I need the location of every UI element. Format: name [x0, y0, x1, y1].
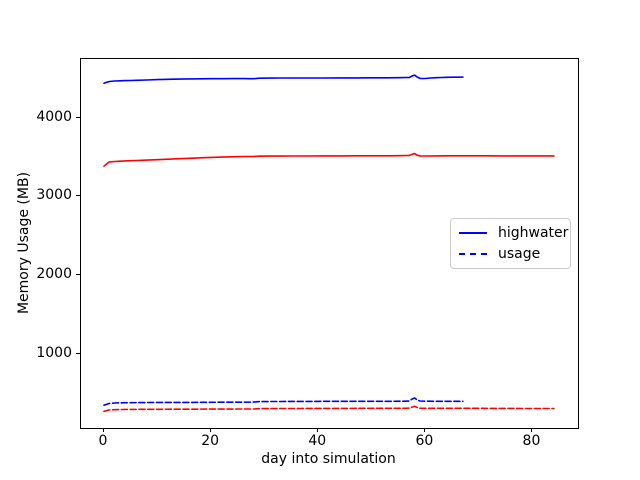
y-tick-mark: [76, 274, 80, 276]
x-tick-mark: [103, 428, 105, 432]
x-axis-label: day into simulation: [261, 451, 396, 467]
legend-line-sample-solid: [459, 232, 487, 234]
legend-item-usage: usage: [459, 246, 562, 262]
x-tick-label: 0: [98, 433, 108, 449]
plot-lines-svg: [103, 74, 555, 413]
x-tick-label: 80: [522, 433, 541, 449]
x-tick-label: 60: [415, 433, 434, 449]
y-tick-mark: [76, 352, 80, 354]
legend-item-highwater: highwater: [459, 225, 568, 241]
y-tick-mark: [76, 116, 80, 118]
x-tick-mark: [531, 428, 533, 432]
legend-label: usage: [498, 246, 541, 262]
legend-line-sample-dashed: [459, 253, 487, 255]
series-usage-red-unlabeled: [103, 405, 555, 413]
x-tick-label: 20: [201, 433, 220, 449]
x-tick-mark: [424, 428, 426, 432]
y-tick-label: 3000: [36, 187, 72, 204]
x-tick-label: 40: [308, 433, 327, 449]
y-tick-label: 2000: [36, 266, 72, 283]
y-axis-label: Memory Usage (MB): [16, 171, 32, 315]
x-tick-mark: [317, 428, 319, 432]
series-highwater-red-unlabeled: [103, 152, 555, 167]
y-tick-label: 1000: [36, 344, 72, 361]
series-usage: [103, 397, 464, 407]
y-tick-mark: [76, 195, 80, 197]
series-highwater: [103, 74, 464, 85]
x-tick-mark: [210, 428, 212, 432]
y-tick-label: 4000: [36, 108, 72, 125]
legend-label: highwater: [498, 225, 569, 241]
legend: highwater usage: [450, 218, 571, 269]
